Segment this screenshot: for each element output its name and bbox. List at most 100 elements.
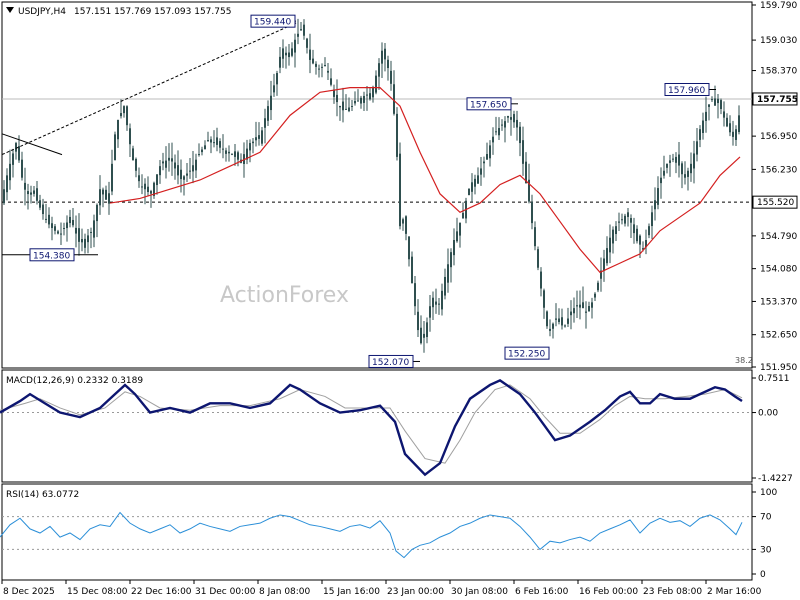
candle: [48, 207, 50, 229]
candle: [162, 152, 164, 171]
macd-panel: [1, 369, 753, 483]
candle: [501, 119, 503, 131]
candle: [72, 207, 74, 228]
candle: [687, 167, 689, 191]
candle: [327, 63, 329, 81]
candle: [423, 321, 425, 353]
candle: [654, 187, 656, 221]
candle: [126, 105, 128, 131]
candle: [579, 290, 581, 320]
candle: [531, 194, 533, 230]
candle: [30, 185, 32, 204]
candle: [114, 131, 116, 161]
candle: [396, 107, 398, 161]
candle: [177, 150, 179, 185]
price-tick-label: 159.030: [760, 36, 797, 46]
collapse-triangle-icon[interactable]: [6, 7, 14, 13]
time-tick-label: 15 Jan 16:00: [323, 587, 380, 597]
candle: [192, 150, 194, 184]
candle: [186, 162, 188, 182]
candle: [684, 161, 686, 185]
price-series: [1, 18, 752, 353]
candle: [15, 141, 17, 160]
candle: [330, 68, 332, 87]
candle: [606, 236, 608, 266]
ohlc-values: 157.151 157.769 157.093 157.755: [74, 7, 231, 17]
candle: [102, 187, 104, 208]
candle: [108, 181, 110, 215]
candle: [585, 301, 587, 329]
trendline-short: [1, 133, 63, 156]
candle: [393, 70, 395, 116]
candle: [384, 42, 386, 72]
candle: [234, 143, 236, 166]
time-tick-label: 15 Dec 08:00: [67, 587, 128, 597]
candle: [507, 115, 509, 123]
candle: [375, 70, 377, 95]
macd-tick-label: -1.4227: [758, 474, 793, 484]
price-annotations: 159.440 157.650 157.960 154.380 152.070 152.2…: [2, 14, 753, 368]
price-tick-label: 151.950: [760, 363, 797, 373]
candle: [717, 94, 719, 119]
candle: [732, 120, 734, 146]
candle: [312, 49, 314, 65]
candle: [468, 188, 470, 196]
candle: [228, 145, 230, 162]
candle: [138, 167, 140, 188]
candle: [387, 55, 389, 81]
candle: [351, 100, 353, 111]
rsi-title: RSI(14) 63.0772: [6, 490, 79, 500]
candle: [339, 105, 341, 121]
candle: [21, 151, 23, 181]
candle: [255, 121, 257, 147]
candle: [291, 42, 293, 58]
time-tick-label: 16 Feb 00:00: [579, 587, 638, 597]
price-tick-label: 152.650: [760, 331, 797, 341]
candle: [321, 63, 323, 78]
candle: [105, 185, 107, 201]
candle: [459, 222, 461, 248]
candle: [39, 194, 41, 211]
rsi-tick-label: 30: [760, 545, 772, 555]
candle: [366, 86, 368, 111]
candle: [33, 185, 35, 197]
annotation-label: 152.250: [508, 350, 545, 360]
candle: [438, 298, 440, 315]
candle: [519, 121, 521, 157]
candle: [57, 229, 59, 235]
fib-level-label: 38.2: [735, 356, 753, 365]
candle: [699, 125, 701, 148]
candle: [411, 251, 413, 284]
candle: [345, 94, 347, 110]
moving-average-line: [109, 87, 741, 274]
price-tick-label: 158.370: [760, 67, 797, 77]
macd-line: [0, 378, 743, 477]
support-level-label: 155.520: [757, 198, 794, 208]
candle: [558, 308, 560, 325]
header: USDJPY,H4 157.151 157.769 157.093 157.75…: [6, 7, 231, 17]
candle: [168, 143, 170, 172]
candle: [27, 183, 29, 210]
candle: [282, 39, 284, 68]
candle: [729, 115, 731, 137]
candle: [12, 148, 14, 178]
candle: [618, 212, 620, 232]
price-tick-label: 156.950: [760, 132, 797, 142]
candle: [429, 295, 431, 332]
candle: [45, 203, 47, 224]
candle: [372, 85, 374, 103]
candle: [450, 248, 452, 283]
candle: [477, 167, 479, 185]
macd-tick-label: 0.7511: [758, 374, 790, 384]
candle: [588, 301, 590, 312]
candle: [624, 213, 626, 227]
candle: [489, 140, 491, 167]
candle: [483, 156, 485, 178]
candle: [426, 317, 428, 344]
candle: [225, 147, 227, 162]
candle: [627, 207, 629, 227]
rsi-tick-label: 0: [760, 570, 766, 580]
candle: [537, 246, 539, 271]
price-annotation: 152.250: [504, 346, 550, 360]
candle: [696, 128, 698, 162]
